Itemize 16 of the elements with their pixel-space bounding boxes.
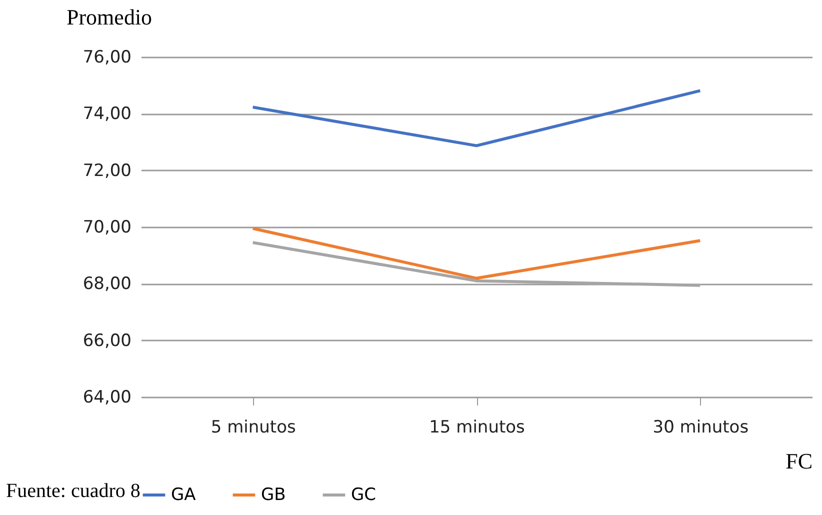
x-tick-label: 5 minutos: [210, 418, 296, 438]
y-tick-label: 66,00: [82, 330, 132, 351]
legend-label: GA: [171, 485, 196, 505]
x-tick-label: 15 minutos: [429, 418, 526, 438]
legend-label: GC: [351, 485, 376, 505]
source-note: Fuente: cuadro 8: [6, 480, 140, 502]
y-tick-label: 64,00: [82, 388, 132, 408]
legend-label: GB: [261, 485, 286, 505]
y-tick-label: 68,00: [82, 274, 132, 294]
x-axis-title: FC: [786, 448, 812, 474]
y-tick-label: 72,00: [82, 160, 132, 181]
y-axis-title: Promedio: [66, 4, 152, 30]
y-tick-label: 76,00: [82, 48, 132, 68]
x-tick-label: 30 minutos: [652, 418, 749, 438]
y-tick-label: 70,00: [82, 218, 132, 238]
y-tick-label: 74,00: [82, 104, 132, 124]
